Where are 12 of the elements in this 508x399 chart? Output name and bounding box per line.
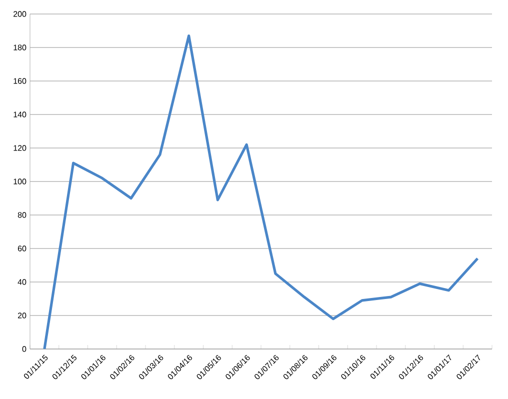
y-tick-label: 200 <box>14 11 26 17</box>
y-tick-label: 140 <box>14 112 26 118</box>
y-tick-label: 60 <box>18 246 26 252</box>
y-tick-label: 180 <box>14 44 26 50</box>
y-tick-label: 100 <box>14 178 26 184</box>
y-tick-label: 160 <box>14 78 26 84</box>
y-tick-label: 40 <box>18 279 26 285</box>
y-tick-label: 20 <box>18 312 26 318</box>
y-tick-label: 120 <box>14 145 26 151</box>
line-series <box>43 34 479 349</box>
y-tick-label: 0 <box>22 346 26 352</box>
y-tick-label: 80 <box>18 212 26 218</box>
